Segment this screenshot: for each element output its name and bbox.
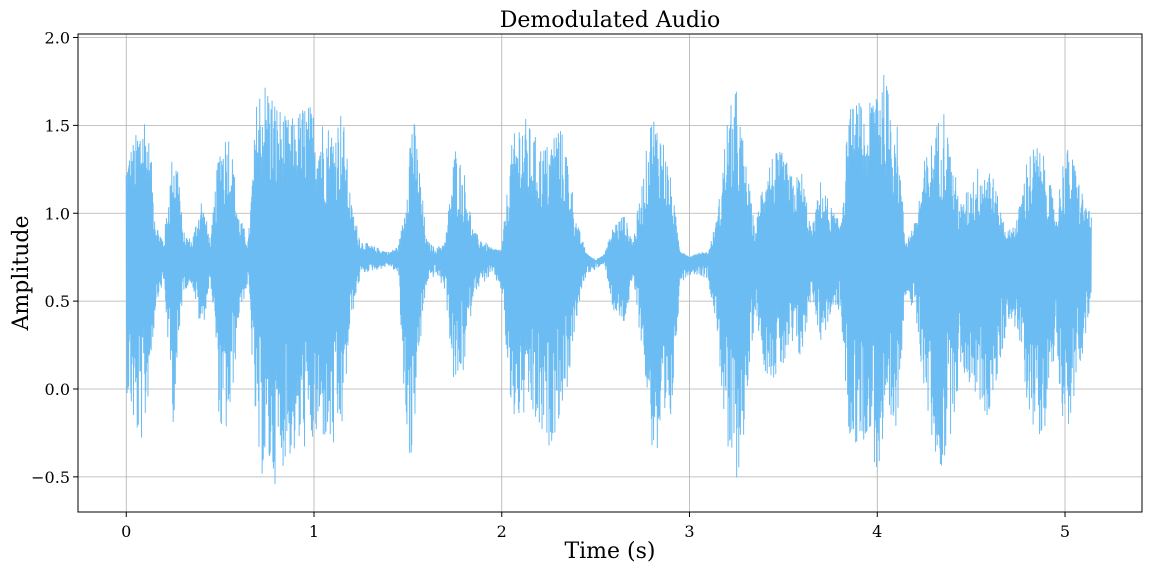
amplitude-series	[125, 74, 1092, 485]
x-tick-label: 5	[1060, 522, 1070, 541]
y-tick-label: 1.5	[45, 116, 70, 135]
x-tick-label: 3	[684, 522, 694, 541]
x-tick-label: 0	[121, 522, 131, 541]
chart-title: Demodulated Audio	[500, 8, 721, 33]
x-axis-label: Time (s)	[564, 539, 655, 564]
y-tick-label: −0.5	[31, 468, 70, 487]
y-tick-label: 0.5	[45, 292, 70, 311]
y-tick-label: 0.0	[45, 380, 70, 399]
y-tick-label: 2.0	[45, 29, 70, 48]
plot-area	[125, 74, 1092, 485]
y-axis-label: Amplitude	[9, 215, 34, 331]
plot-frame	[77, 33, 1143, 513]
x-tick-label: 2	[497, 522, 507, 541]
x-tick-label: 1	[309, 522, 319, 541]
x-tick-label: 4	[872, 522, 882, 541]
x-axis: 0 1 2 3 4 5	[121, 512, 1070, 541]
y-axis: −0.5 0.0 0.5 1.0 1.5 2.0	[31, 29, 78, 487]
y-tick-label: 1.0	[45, 204, 70, 223]
